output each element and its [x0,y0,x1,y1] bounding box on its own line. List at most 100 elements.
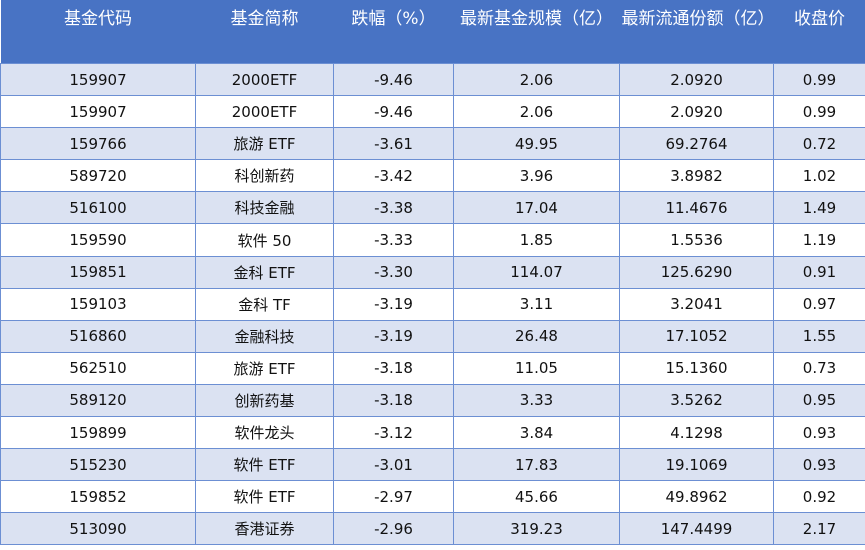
table-row: 515230 软件 ETF -3.01 17.83 19.1069 0.93 [0,448,865,482]
decline-cell: -3.01 [333,448,454,482]
close-price-cell: 0.95 [773,383,865,418]
fund-name-cell: 软件 ETF [195,480,334,514]
close-price-cell: 1.49 [773,191,865,225]
decline-cell: -3.38 [333,191,454,225]
fund-name-cell: 金融科技 [195,319,334,353]
circulating-shares-cell: 3.5262 [619,383,774,418]
decline-cell: -3.61 [333,127,454,161]
decline-cell: -3.19 [333,287,454,321]
fund-size-cell: 2.06 [453,95,620,129]
table-row: 159590 软件 50 -3.33 1.85 1.5536 1.19 [0,223,865,257]
decline-cell: -9.46 [333,95,454,129]
fund-size-cell: 2.06 [453,62,620,97]
fund-name-cell: 2000ETF [195,62,334,97]
fund-code-cell: 159766 [0,127,196,161]
table-row: 516860 金融科技 -3.19 26.48 17.1052 1.55 [0,319,865,353]
header-fund-size: 最新基金规模（亿） [453,0,620,64]
header-circulating-shares-label: 最新流通份额（亿） [621,9,775,29]
table-row: 589720 科创新药 -3.42 3.96 3.8982 1.02 [0,159,865,193]
fund-size-cell: 1.85 [453,223,620,257]
fund-size-cell: 3.33 [453,383,620,418]
fund-size-cell: 17.04 [453,191,620,225]
circulating-shares-cell: 2.0920 [619,95,774,129]
fund-code-cell: 516860 [0,319,196,353]
close-price-cell: 0.92 [773,480,865,514]
decline-cell: -3.19 [333,319,454,353]
header-fund-name: 基金简称 [195,0,334,64]
close-price-cell: 1.55 [773,319,865,353]
decline-cell: -2.97 [333,480,454,514]
fund-code-cell: 159907 [0,62,196,97]
fund-size-cell: 114.07 [453,255,620,289]
fund-size-cell: 26.48 [453,319,620,353]
table-row: 159899 软件龙头 -3.12 3.84 4.1298 0.93 [0,416,865,450]
table-row: 159851 金科 ETF -3.30 114.07 125.6290 0.91 [0,255,865,289]
decline-cell: -3.33 [333,223,454,257]
fund-name-cell: 科创新药 [195,159,334,193]
fund-code-cell: 159851 [0,255,196,289]
table-row: 513090 香港证券 -2.96 319.23 147.4499 2.17 [0,512,865,546]
fund-code-cell: 159907 [0,95,196,129]
circulating-shares-cell: 49.8962 [619,480,774,514]
fund-code-cell: 159103 [0,287,196,321]
fund-size-cell: 11.05 [453,351,620,385]
table-row: 159103 金科 TF -3.19 3.11 3.2041 0.97 [0,287,865,321]
decline-cell: -3.30 [333,255,454,289]
decline-cell: -9.46 [333,62,454,97]
circulating-shares-cell: 147.4499 [619,512,774,546]
fund-code-cell: 589720 [0,159,196,193]
close-price-cell: 0.72 [773,127,865,161]
circulating-shares-cell: 3.8982 [619,159,774,193]
close-price-cell: 0.91 [773,255,865,289]
header-circulating-shares: 最新流通份额（亿） [619,0,775,64]
table-row: 159907 2000ETF -9.46 2.06 2.0920 0.99 [0,62,865,97]
circulating-shares-cell: 15.1360 [619,351,774,385]
fund-size-cell: 3.96 [453,159,620,193]
header-decline: 跌幅（%） [333,0,454,64]
header-fund-size-label: 最新基金规模（亿） [460,9,613,29]
circulating-shares-cell: 17.1052 [619,319,774,353]
circulating-shares-cell: 4.1298 [619,416,774,450]
fund-code-cell: 562510 [0,351,196,385]
close-price-cell: 0.93 [773,416,865,450]
circulating-shares-cell: 69.2764 [619,127,774,161]
fund-code-cell: 515230 [0,448,196,482]
table-row: 589120 创新药基 -3.18 3.33 3.5262 0.95 [0,383,865,418]
header-fund-code: 基金代码 [0,0,196,64]
fund-code-cell: 159899 [0,416,196,450]
table-body: 159907 2000ETF -9.46 2.06 2.0920 0.99 159907 20… [0,62,865,546]
circulating-shares-cell: 125.6290 [619,255,774,289]
fund-size-cell: 3.84 [453,416,620,450]
decline-cell: -3.18 [333,383,454,418]
circulating-shares-cell: 3.2041 [619,287,774,321]
fund-size-cell: 45.66 [453,480,620,514]
close-price-cell: 2.17 [773,512,865,546]
table-row: 516100 科技金融 -3.38 17.04 11.4676 1.49 [0,191,865,225]
decline-cell: -3.18 [333,351,454,385]
fund-name-cell: 科技金融 [195,191,334,225]
circulating-shares-cell: 2.0920 [619,62,774,97]
fund-code-cell: 516100 [0,191,196,225]
close-price-cell: 0.99 [773,95,865,129]
fund-size-cell: 49.95 [453,127,620,161]
table-row: 159907 2000ETF -9.46 2.06 2.0920 0.99 [0,95,865,129]
header-close-price-label: 收盘价 [794,9,845,29]
fund-name-cell: 金科 TF [195,287,334,321]
fund-name-cell: 金科 ETF [195,255,334,289]
fund-code-cell: 513090 [0,512,196,546]
close-price-cell: 0.73 [773,351,865,385]
table-header: 基金代码 基金简称 跌幅（%） 最新基金规模（亿） 最新流通份额（亿） 收盘价 [0,0,865,64]
fund-name-cell: 香港证券 [195,512,334,546]
circulating-shares-cell: 1.5536 [619,223,774,257]
fund-name-cell: 2000ETF [195,95,334,129]
fund-size-cell: 319.23 [453,512,620,546]
circulating-shares-cell: 11.4676 [619,191,774,225]
table-row: 159766 旅游 ETF -3.61 49.95 69.2764 0.72 [0,127,865,161]
fund-name-cell: 旅游 ETF [195,127,334,161]
fund-size-cell: 3.11 [453,287,620,321]
close-price-cell: 1.02 [773,159,865,193]
fund-size-cell: 17.83 [453,448,620,482]
fund-code-cell: 589120 [0,383,196,418]
